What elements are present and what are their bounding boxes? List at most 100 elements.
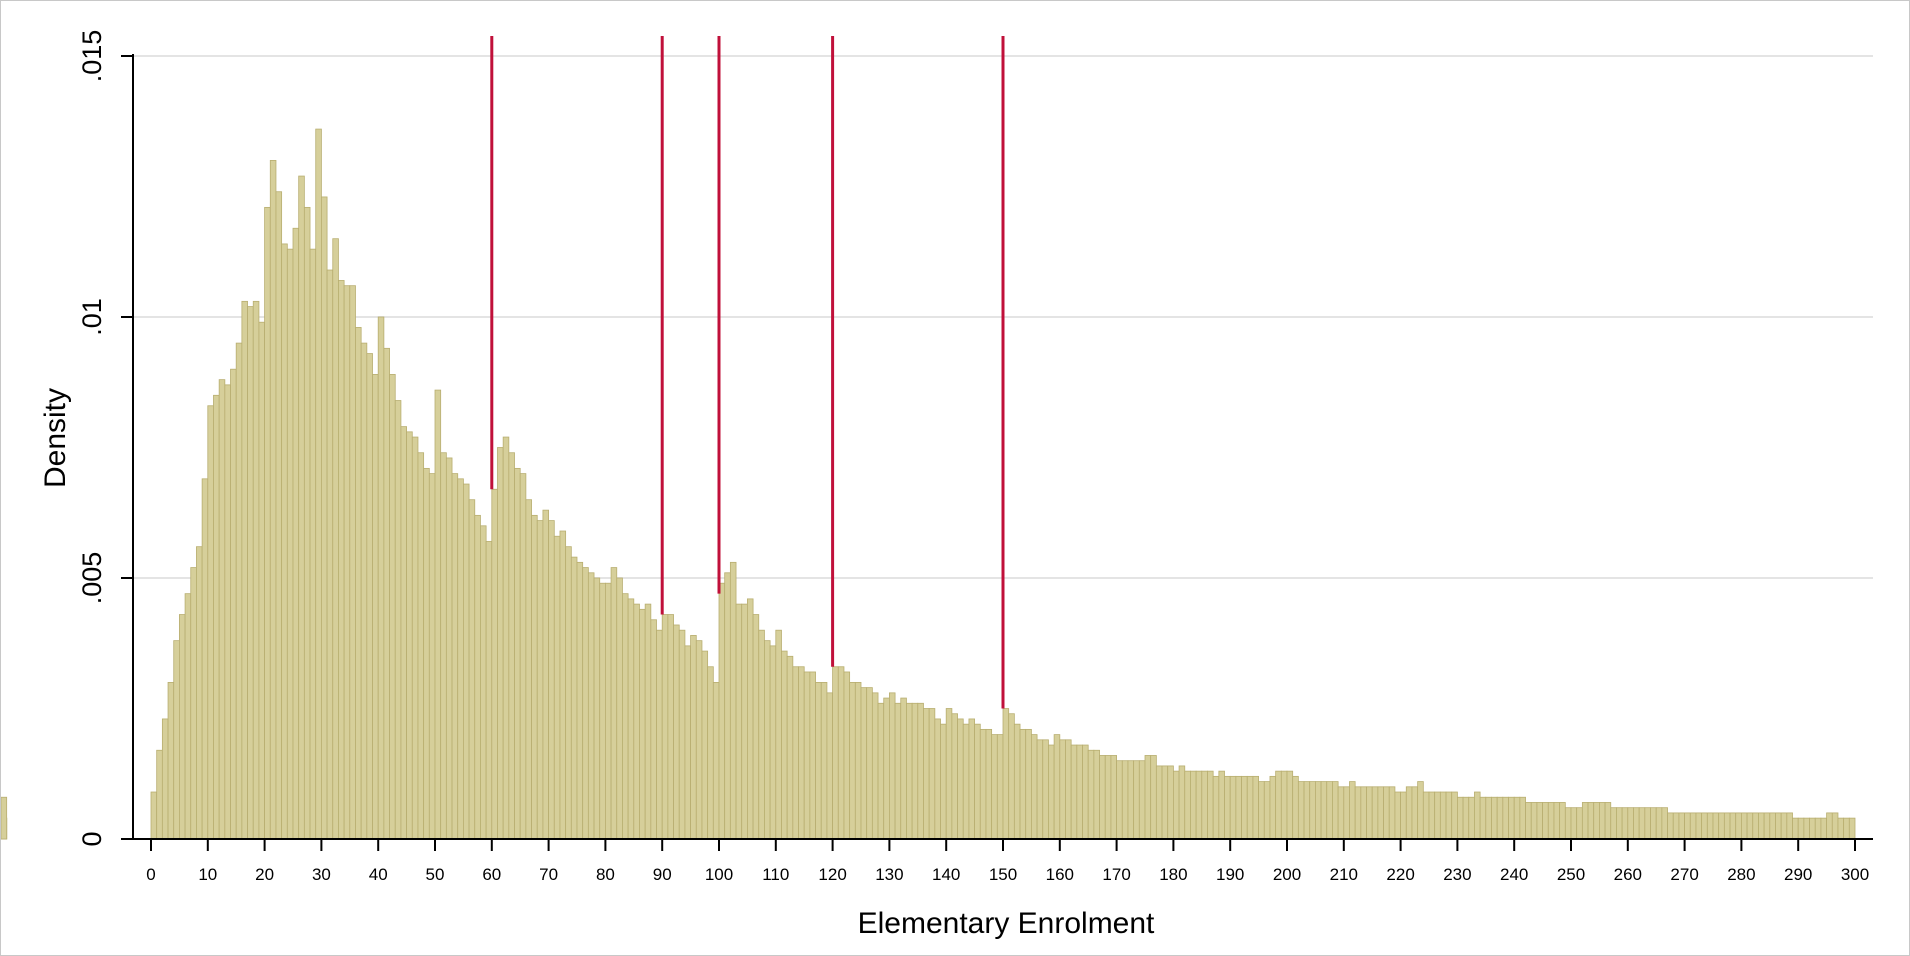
histogram-bar	[372, 374, 379, 840]
histogram-bar	[1479, 796, 1487, 840]
histogram-bar	[497, 447, 504, 840]
histogram-bar	[462, 483, 470, 840]
histogram-bar	[769, 645, 777, 840]
histogram-bar	[576, 561, 584, 840]
histogram-bar	[729, 561, 737, 840]
histogram-bar	[1332, 781, 1339, 840]
histogram-bar	[951, 713, 958, 840]
histogram-bar	[883, 697, 890, 840]
x-tick-label: 110	[762, 865, 789, 884]
histogram-bar	[281, 243, 288, 840]
histogram-bar	[1411, 786, 1419, 840]
histogram-bar	[695, 640, 703, 840]
histogram-bar	[627, 598, 635, 840]
histogram-bar	[1263, 781, 1271, 840]
histogram-bar	[866, 687, 873, 840]
histogram-bar	[1178, 765, 1186, 840]
histogram-bar	[758, 629, 765, 840]
x-tick-label: 130	[875, 865, 903, 884]
histogram-bar	[1837, 817, 1845, 840]
histogram-bar	[423, 467, 430, 840]
histogram-bar	[1224, 775, 1231, 840]
histogram-bar	[1559, 802, 1566, 840]
histogram-bar	[593, 577, 601, 840]
histogram-bar	[894, 702, 902, 840]
histogram-bar	[196, 546, 203, 840]
histogram-bar	[1019, 728, 1027, 840]
histogram-bar	[1633, 807, 1640, 840]
histogram-bar	[275, 191, 283, 840]
x-tick-label: 80	[596, 865, 615, 884]
histogram-bar	[1422, 791, 1430, 840]
histogram-bar	[1337, 786, 1345, 840]
x-tick-label: 140	[932, 865, 960, 884]
x-tick-label: 190	[1216, 865, 1244, 884]
histogram-bar	[394, 400, 402, 840]
histogram-bar	[906, 702, 913, 840]
histogram-bar	[1513, 796, 1521, 840]
x-tick-label: 240	[1500, 865, 1528, 884]
histogram-bar	[1439, 791, 1447, 840]
histogram-bar	[616, 577, 623, 840]
histogram-bar	[1002, 708, 1010, 840]
histogram-bar	[724, 572, 731, 840]
histogram-bar	[1377, 786, 1384, 840]
histogram-bar	[1553, 802, 1561, 840]
histogram-bar	[900, 697, 907, 840]
histogram-bar	[1661, 807, 1668, 840]
histogram-bar	[1843, 817, 1850, 840]
histogram-bar	[1689, 812, 1697, 840]
histogram-bar	[871, 692, 879, 840]
histogram-bar	[1610, 807, 1617, 840]
histogram-bar	[1167, 765, 1174, 840]
histogram-bar	[764, 640, 771, 840]
histogram-bar	[1701, 812, 1708, 840]
histogram-bar	[514, 467, 521, 840]
histogram-bar	[605, 582, 612, 840]
histogram-bar	[320, 196, 328, 840]
histogram-bar	[837, 666, 845, 840]
histogram-bar	[684, 645, 691, 840]
histogram-bar	[1133, 760, 1140, 840]
histogram-bar	[1110, 755, 1118, 840]
histogram-bar	[1593, 802, 1600, 840]
histogram-bar	[1031, 734, 1038, 840]
x-tick-label: 160	[1046, 865, 1074, 884]
histogram-bar	[434, 389, 442, 840]
histogram-bar	[247, 306, 254, 840]
histogram-bar	[1008, 713, 1015, 840]
histogram-bar	[712, 682, 720, 840]
histogram-bar	[1093, 749, 1100, 840]
histogram-bar	[230, 368, 237, 840]
histogram-bar	[440, 452, 447, 840]
histogram-bar	[1814, 817, 1822, 840]
histogram-bar	[525, 499, 532, 840]
histogram-bar	[854, 682, 862, 840]
histogram-bar	[269, 159, 277, 840]
histogram-bar	[252, 300, 260, 840]
histogram-bar	[667, 614, 674, 840]
histogram-bar	[991, 734, 998, 840]
histogram-bar	[1826, 812, 1833, 840]
x-tick-label: 280	[1727, 865, 1755, 884]
histogram-bar	[786, 655, 794, 840]
histogram-bar	[1741, 812, 1748, 840]
histogram-bar	[173, 640, 180, 840]
histogram-bar	[678, 629, 686, 840]
histogram-bar	[587, 572, 595, 840]
histogram-bar	[190, 567, 197, 840]
histogram-bar	[968, 718, 975, 840]
histogram-bar	[1275, 770, 1282, 840]
histogram-bar	[1621, 807, 1629, 840]
histogram-bar	[1349, 781, 1356, 840]
histogram-bar	[1599, 802, 1606, 840]
histogram-bar	[286, 248, 294, 840]
histogram-bar	[1155, 765, 1163, 840]
histogram-bar	[156, 749, 163, 840]
histogram-bar	[815, 682, 822, 840]
histogram-bar	[1150, 755, 1157, 840]
y-tick-label: 0	[77, 831, 107, 846]
histogram-bar	[451, 473, 459, 840]
histogram-bar	[849, 682, 856, 840]
